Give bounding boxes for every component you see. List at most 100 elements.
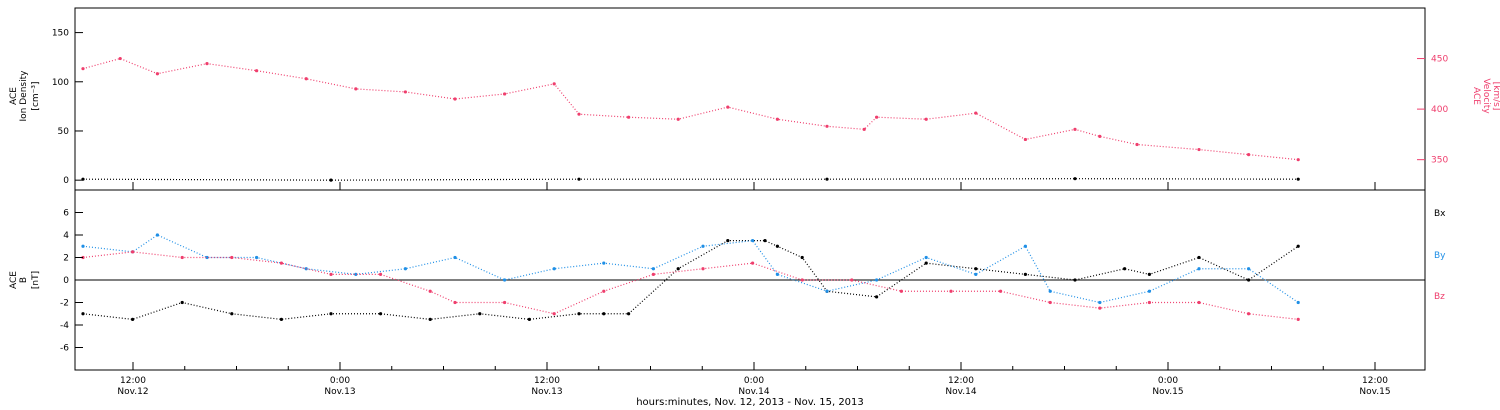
legend-bz: Bz bbox=[1434, 292, 1445, 302]
top-data-points bbox=[81, 56, 1300, 182]
bottom-data-points bbox=[81, 233, 1300, 321]
x-tick-date: Nov.15 bbox=[1359, 387, 1390, 397]
y-tick-label: 0 bbox=[63, 176, 69, 186]
data-point bbox=[1197, 300, 1201, 305]
x-tick-date: Nov.13 bbox=[531, 387, 562, 397]
data-point bbox=[428, 317, 432, 321]
y-tick-label: -2 bbox=[60, 299, 69, 309]
data-point bbox=[1098, 306, 1102, 310]
density-axis-label-line3: [cm⁻³] bbox=[31, 81, 41, 110]
series-trace bbox=[82, 251, 1299, 320]
data-point bbox=[1048, 300, 1052, 305]
data-point bbox=[602, 312, 606, 316]
data-point bbox=[875, 295, 879, 299]
data-point bbox=[862, 127, 866, 131]
field-axis-label-line1: ACE bbox=[9, 271, 19, 289]
data-point bbox=[453, 97, 457, 101]
data-point bbox=[1247, 312, 1251, 316]
data-point bbox=[255, 69, 259, 73]
data-point bbox=[230, 255, 234, 260]
data-point bbox=[999, 289, 1003, 293]
y-tick-label: 4 bbox=[63, 231, 69, 241]
data-point bbox=[924, 261, 928, 265]
data-point bbox=[329, 272, 333, 276]
data-point bbox=[1098, 134, 1102, 139]
x-tick-time: 12:00 bbox=[534, 376, 560, 386]
velocity-axis-label-line1: ACE bbox=[1471, 87, 1481, 105]
x-tick-date: Nov.14 bbox=[945, 387, 976, 397]
y-tick-label: 50 bbox=[58, 127, 70, 137]
field-axis-label-line3: [nT] bbox=[31, 271, 41, 289]
series-trace bbox=[82, 178, 1299, 181]
data-point bbox=[850, 278, 854, 282]
data-point bbox=[552, 267, 556, 271]
data-point bbox=[354, 272, 358, 276]
y2-tick-label: 400 bbox=[1431, 105, 1448, 115]
data-point bbox=[1073, 177, 1077, 181]
data-point bbox=[1296, 300, 1300, 305]
x-tick-date: Nov.15 bbox=[1152, 387, 1183, 397]
data-point bbox=[379, 312, 383, 316]
legend-by: By bbox=[1434, 251, 1446, 261]
data-point bbox=[627, 312, 631, 316]
data-point bbox=[1135, 142, 1139, 147]
data-point bbox=[1098, 300, 1102, 305]
field-axis-ticks: -6 -4 -2 0 2 4 6 bbox=[60, 209, 83, 354]
data-point bbox=[1247, 153, 1251, 157]
data-point bbox=[676, 117, 680, 121]
x-tick-time: 0:00 bbox=[330, 376, 350, 386]
data-point bbox=[453, 255, 457, 260]
x-tick-date: Nov.13 bbox=[324, 387, 355, 397]
velocity-axis-label-line2: Velocity bbox=[1481, 78, 1491, 114]
x-tick-time: 0:00 bbox=[1158, 376, 1178, 386]
field-axis-label-line2: B bbox=[19, 277, 29, 283]
series-trace bbox=[82, 57, 1299, 161]
y2-tick-label: 350 bbox=[1431, 156, 1448, 166]
legend-bx: Bx bbox=[1434, 209, 1446, 219]
velocity-axis-label-line3: [km/s] bbox=[1491, 82, 1500, 111]
y2-tick-label: 450 bbox=[1431, 55, 1448, 65]
data-point bbox=[279, 317, 283, 321]
data-point bbox=[577, 312, 581, 316]
x-tick-date: Nov.12 bbox=[117, 387, 148, 397]
series-trace bbox=[82, 234, 1299, 304]
x-tick-time: 0:00 bbox=[744, 376, 764, 386]
data-point bbox=[304, 77, 308, 81]
data-point bbox=[131, 250, 135, 254]
density-axis-ticks: 0 50 100 150 bbox=[52, 29, 83, 186]
data-point bbox=[527, 317, 532, 321]
y-tick-label: 2 bbox=[63, 254, 69, 264]
x-tick-time: 12:00 bbox=[948, 376, 974, 386]
data-point bbox=[1048, 289, 1052, 293]
x-tick-time: 12:00 bbox=[120, 376, 146, 386]
data-point bbox=[1247, 267, 1251, 271]
data-point bbox=[1123, 267, 1127, 271]
data-point bbox=[875, 115, 879, 119]
data-point bbox=[1296, 158, 1300, 162]
series-trace bbox=[82, 240, 1299, 320]
time-axis-title: hours:minutes, Nov. 12, 2013 - Nov. 15, … bbox=[636, 397, 864, 408]
data-point bbox=[924, 117, 928, 121]
data-point bbox=[1296, 244, 1300, 248]
data-point bbox=[205, 255, 209, 260]
data-point bbox=[403, 267, 407, 271]
y-tick-label: 150 bbox=[52, 29, 69, 39]
y-tick-label: 100 bbox=[52, 78, 69, 88]
density-axis-label-line1: ACE bbox=[9, 87, 19, 105]
velocity-axis-ticks: 350 400 450 bbox=[1417, 55, 1448, 166]
y-tick-label: -4 bbox=[60, 321, 69, 331]
data-point bbox=[1073, 278, 1077, 282]
data-point bbox=[1197, 267, 1201, 271]
time-axis: 12:00Nov.120:00Nov.1312:00Nov.130:00Nov.… bbox=[117, 182, 1391, 397]
magnetic-field-panel: -6 -4 -2 0 2 4 6 ACE B [nT] Bx By Bz bbox=[9, 189, 1446, 371]
data-point bbox=[974, 267, 978, 271]
data-point bbox=[949, 289, 953, 293]
data-point bbox=[131, 317, 135, 321]
data-point bbox=[974, 111, 978, 115]
data-point bbox=[577, 177, 581, 181]
density-axis-label-line2: Ion Density bbox=[19, 70, 29, 122]
y-tick-label: 6 bbox=[63, 209, 69, 219]
x-tick-time: 12:00 bbox=[1362, 376, 1388, 386]
